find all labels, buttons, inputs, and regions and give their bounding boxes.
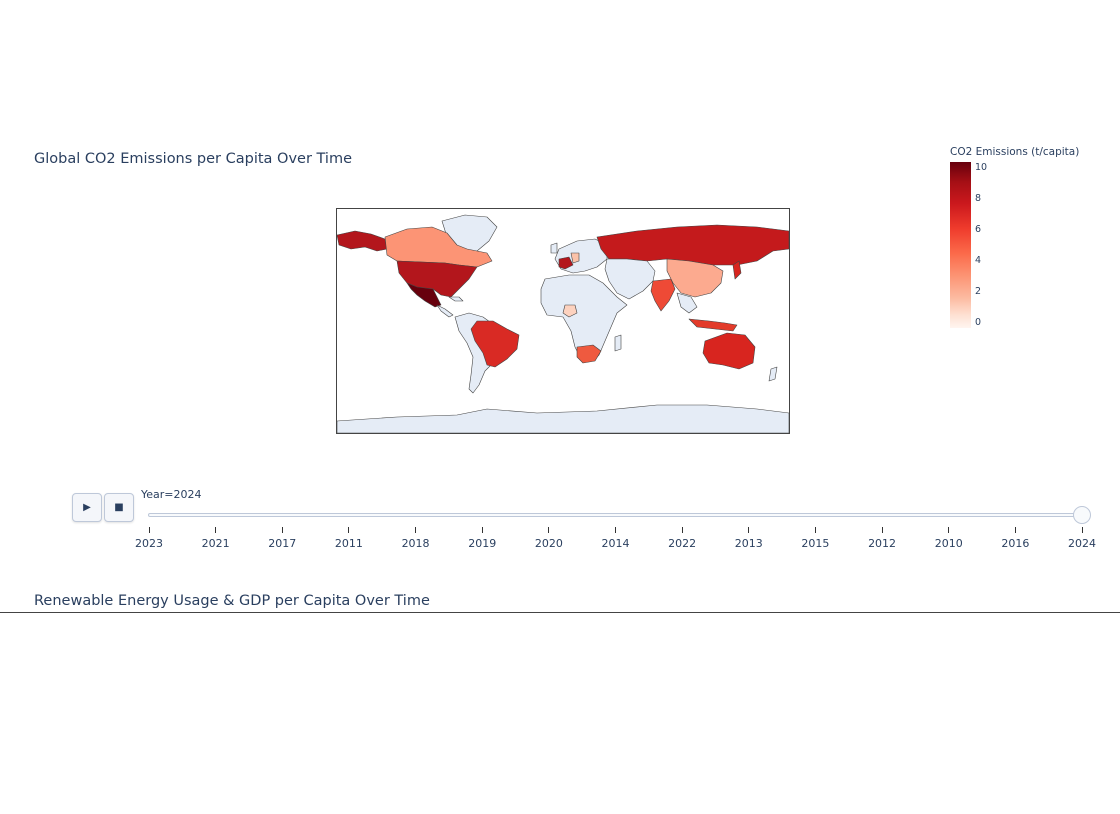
year-slider-tick-label[interactable]: 2017: [268, 537, 297, 550]
year-slider-tick: [1014, 527, 1016, 533]
year-slider-tick-label[interactable]: 2018: [401, 537, 430, 550]
year-slider-tick: [681, 527, 683, 533]
year-slider-tick-label[interactable]: 2016: [1001, 537, 1030, 550]
year-slider-tick-label[interactable]: 2024: [1068, 537, 1096, 550]
japan-region: [732, 260, 742, 280]
chart-divider: [0, 612, 1120, 613]
india-region: [650, 278, 676, 312]
year-slider-tick: [1081, 527, 1083, 533]
play-button[interactable]: ▶: [72, 493, 102, 522]
year-slider-tick: [415, 527, 417, 533]
colorbar-tick: 2: [975, 286, 982, 297]
nigeria-region: [562, 304, 578, 318]
year-slider-tick: [481, 527, 483, 533]
year-slider-tick-label[interactable]: 2014: [601, 537, 630, 550]
madagascar-region: [614, 334, 622, 352]
new-zealand-region: [768, 366, 778, 382]
year-slider-tick-label[interactable]: 2020: [534, 537, 563, 550]
colorbar-title: CO2 Emissions (t/capita): [950, 146, 1080, 158]
year-slider-handle[interactable]: [1073, 506, 1091, 524]
year-slider-tick: [748, 527, 750, 533]
usa-region: [396, 260, 478, 298]
world-choropleth-map[interactable]: [336, 208, 790, 434]
renewable-chart-title: Renewable Energy Usage & GDP per Capita …: [34, 593, 430, 609]
uk-region: [550, 242, 558, 254]
year-slider-tick-label[interactable]: 2019: [468, 537, 497, 550]
brazil-region: [470, 320, 520, 368]
colorbar-tick: 0: [975, 317, 982, 328]
year-slider-tick: [148, 527, 150, 533]
france-region: [558, 256, 574, 270]
play-icon: ▶: [83, 502, 91, 513]
year-slider-tick-label[interactable]: 2012: [868, 537, 897, 550]
central-america-region: [436, 304, 454, 318]
year-slider-tick: [615, 527, 616, 533]
year-slider-tick: [348, 527, 350, 533]
year-slider-tick-label[interactable]: 2021: [201, 537, 230, 550]
map-svg: [337, 214, 789, 433]
year-slider-tick-label[interactable]: 2015: [801, 537, 830, 550]
year-slider-rail[interactable]: [148, 513, 1084, 517]
indonesia-region: [688, 318, 738, 332]
middle-east-region: [604, 258, 656, 300]
year-slider-tick: [281, 527, 283, 533]
stop-button[interactable]: ■: [104, 493, 134, 522]
australia-region: [702, 332, 756, 370]
year-slider-tick: [548, 527, 550, 533]
year-slider-tick: [215, 527, 217, 533]
year-slider-tick-label[interactable]: 2011: [334, 537, 363, 550]
year-slider-tick-label[interactable]: 2010: [934, 537, 963, 550]
africa-region: [540, 274, 628, 362]
colorbar-tick: 4: [975, 255, 982, 266]
colorbar-tick: 8: [975, 193, 982, 204]
slider-current-value: Year=2024: [141, 488, 202, 501]
south-africa-region: [576, 344, 602, 364]
year-slider-tick: [948, 527, 950, 533]
colorbar-tick: 10: [975, 162, 988, 173]
alaska-region: [337, 230, 388, 252]
southeast-asia-region: [676, 292, 698, 314]
colorbar-gradient: [950, 162, 971, 328]
antarctica-region: [337, 404, 789, 433]
year-slider-tick-label[interactable]: 2023: [135, 537, 163, 550]
china-region: [666, 258, 724, 298]
year-slider-tick-label[interactable]: 2022: [668, 537, 697, 550]
year-slider-tick: [814, 527, 816, 533]
year-slider-tick-label[interactable]: 2013: [734, 537, 763, 550]
germany-region: [570, 252, 580, 264]
year-slider-tick: [881, 527, 883, 533]
stop-icon: ■: [114, 502, 124, 513]
cuba-region: [448, 296, 464, 302]
co2-chart-title: Global CO2 Emissions per Capita Over Tim…: [34, 151, 353, 167]
colorbar-tick: 6: [975, 224, 982, 235]
